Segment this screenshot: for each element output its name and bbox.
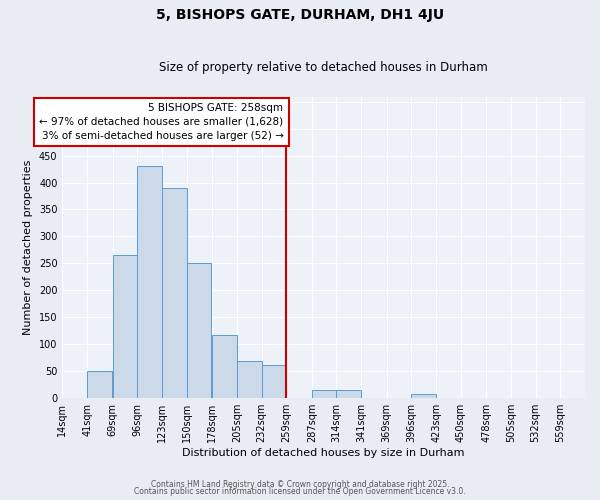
Bar xyxy=(212,335,237,398)
X-axis label: Distribution of detached houses by size in Durham: Distribution of detached houses by size … xyxy=(182,448,465,458)
Bar xyxy=(113,255,137,398)
Bar xyxy=(262,366,286,398)
Text: 5, BISHOPS GATE, DURHAM, DH1 4JU: 5, BISHOPS GATE, DURHAM, DH1 4JU xyxy=(156,8,444,22)
Text: 5 BISHOPS GATE: 258sqm
← 97% of detached houses are smaller (1,628)
3% of semi-d: 5 BISHOPS GATE: 258sqm ← 97% of detached… xyxy=(40,103,283,141)
Bar xyxy=(87,371,112,398)
Y-axis label: Number of detached properties: Number of detached properties xyxy=(23,160,34,335)
Title: Size of property relative to detached houses in Durham: Size of property relative to detached ho… xyxy=(160,62,488,74)
Bar xyxy=(162,188,187,398)
Bar xyxy=(187,263,211,398)
Bar xyxy=(137,166,162,398)
Bar xyxy=(312,390,337,398)
Bar xyxy=(337,390,361,398)
Text: Contains HM Land Registry data © Crown copyright and database right 2025.: Contains HM Land Registry data © Crown c… xyxy=(151,480,449,489)
Bar xyxy=(412,394,436,398)
Bar xyxy=(237,361,262,398)
Text: Contains public sector information licensed under the Open Government Licence v3: Contains public sector information licen… xyxy=(134,487,466,496)
